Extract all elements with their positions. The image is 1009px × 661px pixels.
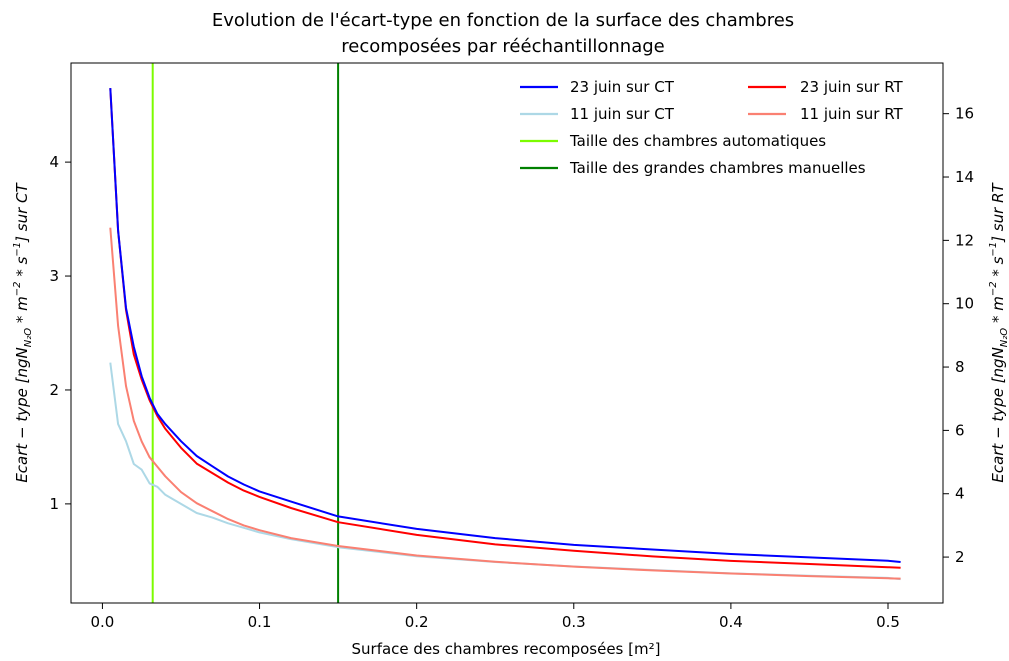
legend-label-grandes-chambres-manuelles: Taille des grandes chambres manuelles [569, 159, 866, 177]
series-line-11-juin-ct [109, 362, 901, 581]
legend-label-11-juin-ct: 11 juin sur CT [570, 105, 675, 123]
y-axis-left: 1 2 3 4 [49, 153, 71, 513]
series-lines [109, 88, 901, 581]
x-tick-label: 0.3 [562, 613, 586, 631]
legend-label-chambres-automatiques: Taille des chambres automatiques [569, 132, 826, 150]
legend-label-11-juin-rt: 11 juin sur RT [800, 105, 904, 123]
series-line-11-juin-rt [109, 227, 901, 580]
y-axis-right-label: Ecart − type [ngNN₂O * m−2 * s−1] sur RT [988, 182, 1009, 483]
x-tick-label: 0.4 [719, 613, 743, 631]
y-left-tick-label: 3 [49, 267, 59, 285]
series-line-23-juin-rt [109, 88, 901, 569]
plot-frame [70, 62, 944, 604]
legend-label-23-juin-rt: 23 juin sur RT [800, 78, 904, 96]
x-tick-label: 0.5 [876, 613, 900, 631]
y-right-tick-label: 2 [955, 548, 965, 566]
legend-label-23-juin-ct: 23 juin sur CT [570, 78, 675, 96]
y-left-tick-label: 4 [49, 153, 59, 171]
y-axis-right: 2 4 6 8 10 12 14 16 [943, 105, 974, 566]
y-left-tick-label: 1 [49, 495, 59, 513]
legend: 23 juin sur CT 23 juin sur RT 11 juin su… [520, 78, 904, 177]
y-left-tick-label: 2 [49, 381, 59, 399]
x-axis: 0.0 0.1 0.2 0.3 0.4 0.5 [90, 603, 900, 631]
x-tick-label: 0.1 [248, 613, 272, 631]
x-tick-label: 0.0 [90, 613, 114, 631]
plot-area [70, 62, 944, 604]
y-right-tick-label: 14 [955, 168, 974, 186]
series-line-23-juin-ct [109, 88, 901, 563]
y-right-tick-label: 6 [955, 421, 965, 439]
y-right-tick-label: 10 [955, 295, 974, 313]
vertical-reference-lines [151, 63, 340, 603]
y-right-tick-label: 8 [955, 358, 965, 376]
y-right-tick-label: 4 [955, 485, 965, 503]
chart-title-line-1: Evolution de l'écart-type en fonction de… [212, 10, 794, 31]
x-tick-label: 0.2 [405, 613, 429, 631]
y-right-tick-label: 16 [955, 105, 974, 123]
y-axis-left-label: Ecart − type [ngNN₂O * m−2 * s−1] sur CT [12, 181, 34, 482]
chart-title-line-2: recomposées par rééchantillonnage [341, 36, 664, 57]
x-axis-label: Surface des chambres recomposées [m²] [352, 640, 661, 658]
y-right-tick-label: 12 [955, 231, 974, 249]
